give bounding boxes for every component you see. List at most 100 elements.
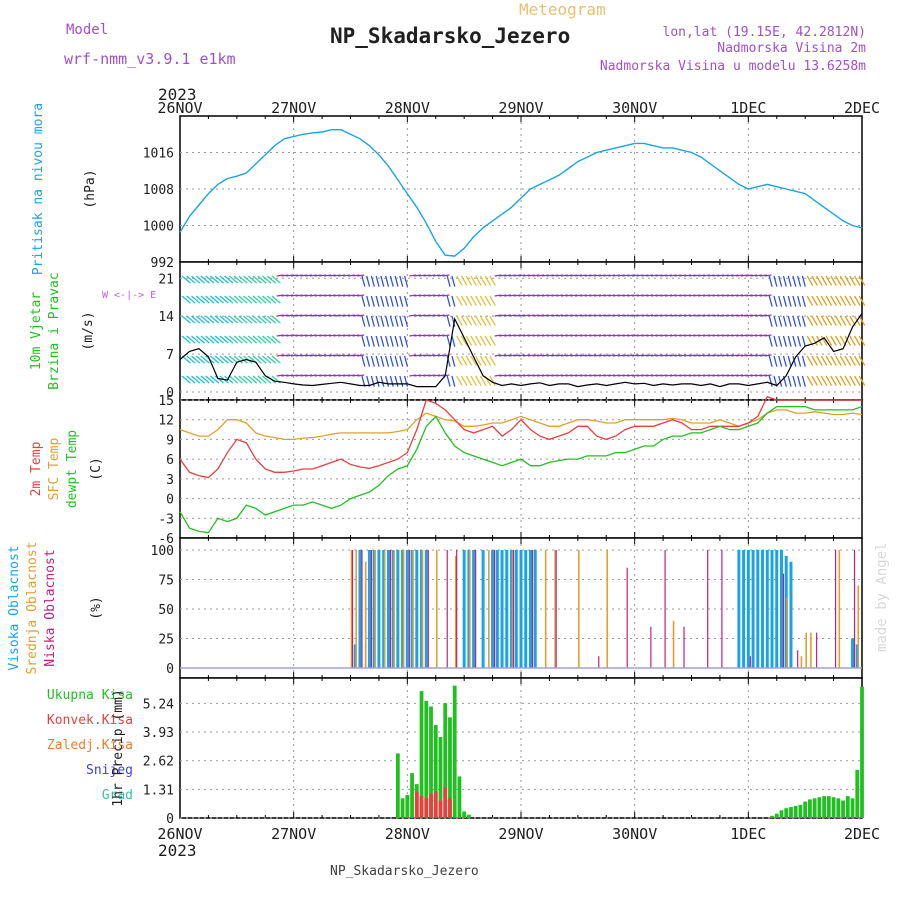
wind-arrow bbox=[551, 274, 559, 277]
wind-arrow bbox=[754, 374, 763, 377]
wind-arrow bbox=[570, 274, 578, 277]
wind-arrow bbox=[181, 375, 191, 384]
wind-arrow bbox=[679, 334, 687, 337]
wind-arrow bbox=[660, 294, 668, 297]
wind-arrow bbox=[797, 375, 802, 387]
wind-arrow bbox=[347, 294, 355, 297]
y-tick-label: 1008 bbox=[143, 183, 174, 198]
wind-arrow bbox=[428, 294, 436, 297]
wind-arrow bbox=[399, 335, 404, 347]
wind-arrow bbox=[627, 354, 635, 357]
precip-bar bbox=[860, 686, 864, 818]
wind-arrow bbox=[669, 334, 677, 337]
wind-arrow bbox=[413, 314, 422, 317]
wind-arrow bbox=[650, 334, 658, 337]
panel-title-line: Niska Oblacnost bbox=[43, 549, 58, 666]
wind-arrow bbox=[556, 374, 564, 377]
wind-arrow bbox=[446, 295, 451, 307]
wind-arrow bbox=[797, 315, 802, 327]
wind-arrow bbox=[839, 375, 847, 386]
wind-arrow bbox=[247, 275, 258, 284]
wind-arrow bbox=[295, 314, 303, 317]
y-tick-label: 0 bbox=[166, 386, 174, 401]
wind-arrow bbox=[513, 294, 521, 297]
wind-arrow bbox=[191, 335, 201, 344]
wind-arrow bbox=[281, 274, 289, 277]
wind-arrow bbox=[698, 314, 706, 317]
wind-arrow bbox=[271, 315, 281, 324]
wind-arrow bbox=[589, 314, 597, 317]
wind-frame bbox=[179, 261, 863, 401]
wind-arrow bbox=[546, 314, 554, 317]
wind-arrow bbox=[820, 375, 828, 386]
wind-arrow bbox=[243, 315, 253, 324]
wind-arrow bbox=[683, 374, 692, 377]
precip-bar bbox=[443, 787, 448, 818]
wind-arrow bbox=[370, 275, 375, 287]
wind-arrow bbox=[409, 274, 417, 277]
wind-arrow bbox=[460, 275, 468, 286]
wind-arrow bbox=[295, 334, 303, 337]
wind-arrow bbox=[754, 334, 763, 337]
wind-arrow bbox=[707, 354, 715, 357]
wind-arrow bbox=[394, 355, 399, 367]
precip-legend-item: Grad bbox=[102, 788, 133, 803]
wind-arrow bbox=[853, 275, 861, 286]
panel-unit: (m/s) bbox=[81, 311, 96, 350]
wind-arrow bbox=[328, 274, 336, 277]
wind-arrow bbox=[319, 334, 327, 337]
wind-arrow bbox=[575, 374, 583, 377]
wind-arrow bbox=[759, 274, 767, 277]
precip-bar bbox=[400, 798, 405, 818]
time-label-bottom: 26NOV bbox=[157, 825, 202, 843]
wind-arrow bbox=[423, 314, 431, 317]
wind-arrow bbox=[764, 274, 772, 277]
wind-arrow bbox=[546, 354, 554, 357]
wind-arrow bbox=[598, 274, 606, 277]
wind-arrow bbox=[693, 374, 701, 377]
time-label-bottom: 2DEC bbox=[844, 825, 880, 843]
wind-arrow bbox=[740, 354, 748, 357]
wind-arrow bbox=[518, 294, 526, 297]
wind-arrow bbox=[816, 355, 823, 366]
wind-arrow bbox=[603, 354, 611, 357]
wind-arrow bbox=[839, 355, 847, 366]
wind-arrow bbox=[451, 355, 456, 367]
wind-arrow bbox=[257, 375, 267, 384]
wind-arrow bbox=[650, 294, 658, 297]
wind-arrow bbox=[233, 275, 243, 284]
wind-arrow bbox=[494, 274, 502, 277]
wind-arrow bbox=[603, 314, 611, 317]
wind-arrow bbox=[622, 294, 630, 297]
wind-arrow bbox=[631, 274, 639, 277]
wind-arrow bbox=[484, 275, 492, 286]
wind-arrow bbox=[787, 375, 792, 387]
wind-arrow bbox=[537, 294, 545, 297]
precip-bar bbox=[429, 706, 433, 818]
y-tick-label: 1000 bbox=[143, 220, 174, 235]
wind-arrow bbox=[773, 315, 778, 327]
wind-arrow bbox=[565, 374, 573, 377]
year-top: 2023 bbox=[158, 85, 197, 104]
wind-arrow bbox=[830, 315, 837, 326]
wind-arrow bbox=[484, 315, 492, 326]
wind-arrow bbox=[579, 274, 587, 277]
wind-arrow bbox=[754, 354, 763, 357]
wind-arrow bbox=[479, 355, 487, 366]
wind-arrow bbox=[754, 274, 763, 277]
footer-station: NP_Skadarsko_Jezero bbox=[330, 864, 479, 879]
wind-arrow bbox=[527, 334, 535, 337]
wind-arrow bbox=[247, 375, 258, 384]
wind-arrow bbox=[300, 354, 308, 357]
wind-arrow bbox=[437, 294, 445, 297]
wind-arrow bbox=[736, 294, 744, 297]
wind-arrow bbox=[830, 335, 837, 346]
wind-arrow bbox=[385, 355, 390, 367]
watermark-text: made by Angel bbox=[874, 542, 890, 652]
wind-arrow bbox=[608, 294, 616, 297]
wind-arrow bbox=[257, 355, 267, 364]
wind-arrow bbox=[357, 354, 365, 357]
wind-arrow bbox=[409, 374, 417, 377]
wind-arrow bbox=[679, 294, 687, 297]
wind-arrow bbox=[428, 274, 436, 277]
